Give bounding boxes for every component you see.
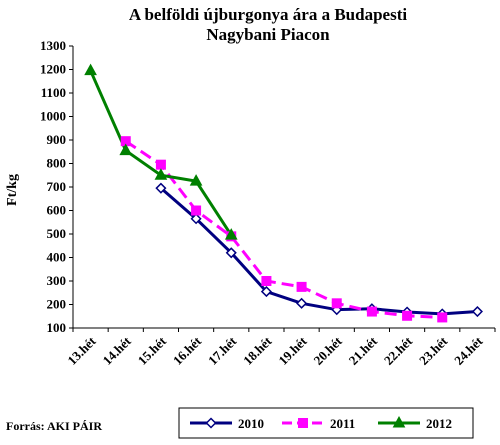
y-tick-label: 300 [47, 273, 67, 288]
y-tick-label: 600 [47, 203, 67, 218]
data-point-2010 [296, 297, 308, 309]
y-tick-label: 1100 [41, 85, 66, 100]
data-point-2010 [260, 286, 272, 298]
x-tick-label: 18.hét [240, 333, 275, 368]
y-axis-label: Ft/kg [5, 174, 20, 206]
y-tick-label: 400 [47, 250, 67, 265]
data-point-2011 [155, 159, 166, 170]
plot-area: 100 200 300 400 500 600 700 800 900 1000 1100 1200 1… [40, 38, 496, 368]
y-tick-label: 500 [47, 226, 67, 241]
x-tick-label: 13.hét [64, 333, 99, 368]
legend-label-2011: 2011 [330, 416, 355, 431]
legend-marker-2010 [205, 417, 217, 429]
x-tick-label: 23.hét [416, 333, 451, 368]
chart-title-line-2: Nagybani Piacon [206, 25, 330, 44]
x-tick-label: 19.hét [275, 333, 310, 368]
x-tick-label: 16.hét [170, 333, 205, 368]
data-point-2011 [366, 306, 377, 317]
y-tick-label: 200 [47, 297, 67, 312]
legend-marker-2011 [298, 418, 308, 428]
data-point-2011 [402, 310, 413, 321]
legend-marker-2012 [392, 415, 406, 428]
data-point-2011 [331, 298, 342, 309]
series-line-2011 [124, 139, 443, 319]
x-tick-label: 24.hét [451, 333, 486, 368]
data-point-2012 [119, 143, 133, 156]
y-tick-label: 700 [47, 179, 67, 194]
x-tick-label: 20.hét [311, 333, 346, 368]
y-tick-label: 100 [47, 320, 67, 335]
data-point-2012 [224, 228, 238, 240]
data-point-2011 [296, 281, 307, 292]
data-point-2010 [190, 213, 202, 225]
data-point-2010 [155, 182, 167, 194]
chart-title-line-1: A belföldi újburgonya ára a Budapesti [129, 5, 407, 24]
data-point-2010 [225, 247, 237, 259]
x-tick-label: 17.hét [205, 333, 240, 368]
series-line-2010 [159, 187, 478, 316]
y-tick-label: 900 [47, 132, 67, 147]
x-tick-label: 21.hét [346, 333, 381, 368]
data-point-2010 [471, 305, 483, 318]
data-point-2012 [189, 174, 203, 186]
series-line-2012 [89, 70, 233, 236]
data-point-2012 [84, 63, 97, 76]
legend: 2010 2011 2012 [178, 407, 474, 439]
y-tick-label: 800 [47, 156, 67, 171]
y-tick-label: 1000 [40, 109, 66, 124]
x-tick-label: 14.hét [100, 333, 135, 368]
x-tick-label: 15.hét [135, 333, 170, 368]
y-tick-label: 1300 [40, 38, 66, 53]
legend-box [178, 407, 474, 439]
data-point-2011 [191, 205, 202, 216]
source-note: Forrás: AKI PÁIR [6, 419, 102, 433]
y-tick-label: 1200 [40, 62, 66, 77]
x-tick-label: 22.hét [381, 333, 416, 368]
legend-label-2012: 2012 [426, 416, 452, 431]
data-point-2012 [154, 168, 168, 180]
data-point-2011 [437, 312, 448, 323]
data-point-2011 [261, 276, 272, 286]
legend-label-2010: 2010 [238, 416, 264, 431]
